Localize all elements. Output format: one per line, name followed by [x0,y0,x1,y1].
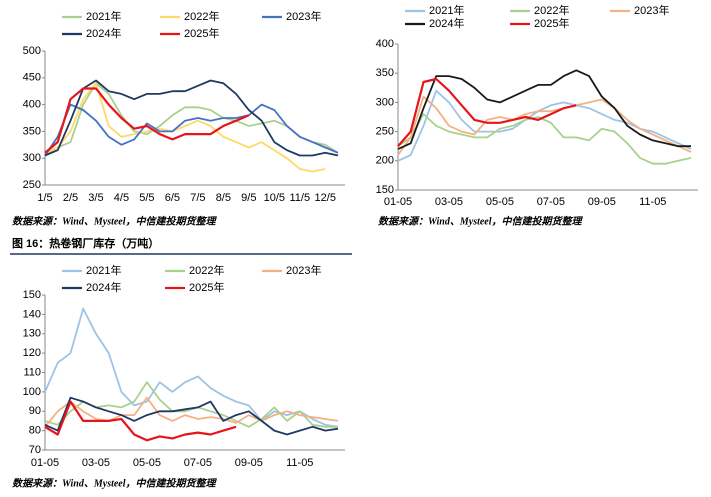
y-tick-label: 100 [23,386,41,398]
y-tick-label: 500 [23,45,41,57]
legend-label: 2024年 [86,26,121,40]
x-tick-label: 6/5 [165,192,180,204]
y-tick-label: 90 [29,405,41,417]
y-tick-label: 400 [23,99,41,111]
legend-label: 2023年 [286,263,321,277]
series-line [397,95,692,156]
legend-label: 2025年 [534,16,569,30]
x-tick-label: 11-05 [639,196,666,208]
x-tick-label: 03-05 [435,196,463,208]
legend-label: 2022年 [189,263,224,277]
y-tick-label: 200 [376,155,394,167]
y-tick-label: 300 [376,96,394,108]
source-note: 数据来源：Wind、Mysteel，中信建投期货整理 [12,215,218,227]
x-tick-label: 01-05 [384,196,412,208]
legend-label: 2024年 [86,280,121,294]
series-line [44,396,339,436]
x-tick-label: 07-05 [537,196,565,208]
legend-label: 2021年 [86,263,121,277]
y-tick-label: 140 [23,308,41,320]
series-line [44,307,339,428]
x-tick-label: 7/5 [190,192,205,204]
y-tick-label: 400 [376,38,394,50]
series-line [44,87,250,154]
y-tick-label: 350 [23,125,41,137]
y-tick-label: 350 [376,67,394,79]
y-tick-label: 250 [23,179,41,191]
legend-label: 2023年 [286,9,321,23]
source-note: 数据来源：Wind、Mysteel，中信建投期货整理 [12,477,218,489]
x-tick-label: 1/5 [37,192,52,204]
y-tick-label: 120 [23,347,41,359]
x-tick-label: 5/5 [139,192,154,204]
y-tick-label: 130 [23,328,41,340]
y-tick-label: 110 [23,366,41,378]
legend-label: 2022年 [534,3,569,17]
y-tick-label: 150 [23,289,41,301]
y-tick-label: 250 [376,126,394,138]
series-line [44,400,237,442]
x-tick-label: 9/5 [241,192,256,204]
series-line [44,396,339,428]
x-tick-label: 11-05 [286,457,313,469]
legend-label: 2023年 [634,3,669,17]
x-tick-label: 4/5 [114,192,129,204]
x-tick-label: 11/5 [289,192,310,204]
x-tick-label: 09-05 [235,457,263,469]
legend-label: 2025年 [184,26,219,40]
legend-label: 2024年 [429,16,464,30]
x-tick-label: 03-05 [82,457,110,469]
y-tick-label: 450 [23,72,41,84]
series-line [44,79,339,157]
y-tick-label: 80 [29,425,41,437]
series-line [397,113,692,165]
x-tick-label: 09-05 [588,196,616,208]
legend-label: 2022年 [184,9,219,23]
x-tick-label: 2/5 [63,192,78,204]
x-tick-label: 10/5 [264,192,285,204]
x-tick-label: 05-05 [486,196,514,208]
series-line [397,69,691,150]
legend-label: 2021年 [86,9,121,23]
y-tick-label: 300 [23,152,41,164]
source-note: 数据来源：Wind、Mysteel，中信建投期货整理 [378,215,584,227]
x-tick-label: 8/5 [216,192,231,204]
y-tick-label: 70 [29,444,41,456]
x-tick-label: 01-05 [31,457,59,469]
legend-label: 2025年 [189,280,224,294]
x-tick-label: 07-05 [184,457,212,469]
series-line [44,103,339,157]
x-tick-label: 05-05 [133,457,161,469]
figure-title: 图 16：热卷钢厂库存（万吨） [12,236,159,250]
x-tick-label: 3/5 [88,192,103,204]
x-tick-label: 12/5 [315,192,336,204]
y-tick-label: 150 [376,184,394,196]
legend-label: 2021年 [429,3,464,17]
series-line [397,77,577,147]
